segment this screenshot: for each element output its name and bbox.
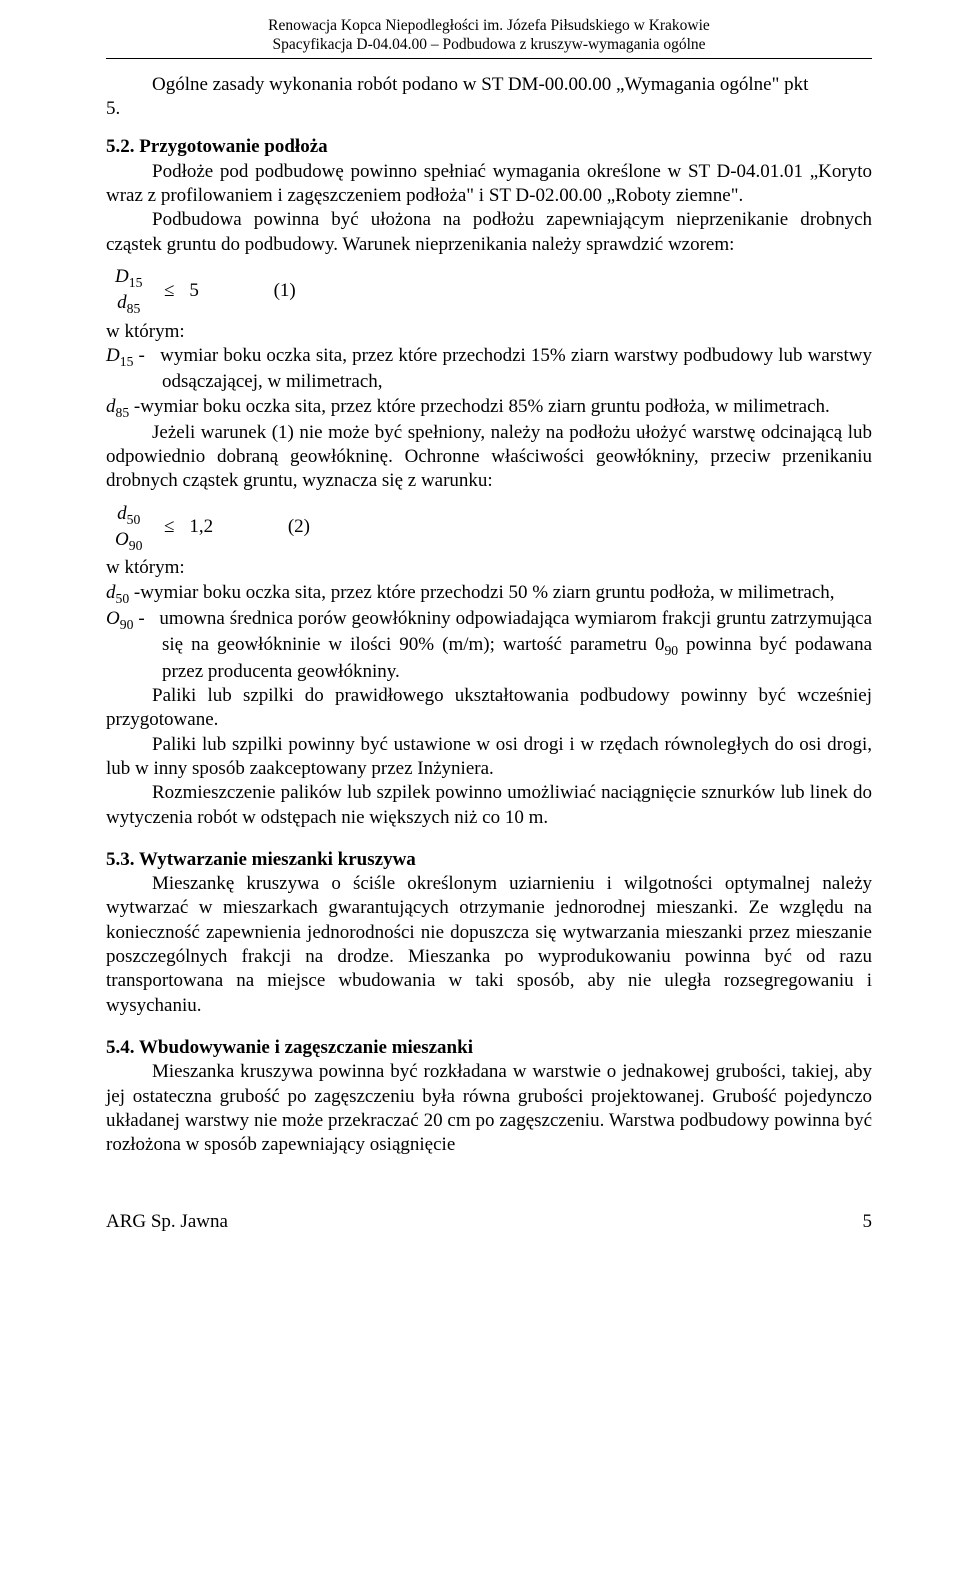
formula-1-rhs: 5 xyxy=(189,280,199,301)
formula-2-num: d50 xyxy=(112,502,145,528)
page-footer: ARG Sp. Jawna 5 xyxy=(106,1210,872,1234)
formula-1-den: d85 xyxy=(112,291,145,317)
sec52-p6: Rozmieszczenie palików lub szpilek powin… xyxy=(106,781,872,830)
formula-1: D15 d85 ≤ 5 (1) xyxy=(112,265,872,318)
sec53-title: 5.3. Wytwarzanie mieszanki kruszywa xyxy=(106,848,872,872)
intro-line-2: 5. xyxy=(106,97,872,121)
sec53-p1: Mieszankę kruszywa o ściśle określonym u… xyxy=(106,872,872,1018)
header-line-2: Spacyfikacja D-04.04.00 – Podbudowa z kr… xyxy=(106,35,872,54)
formula-2-eqnum: (2) xyxy=(288,515,310,539)
formula-2: d50 O90 ≤ 1,2 (2) xyxy=(112,502,872,555)
def-d15: D15 - wymiar boku oczka sita, przez któr… xyxy=(106,344,872,395)
formula-2-op: ≤ xyxy=(164,516,174,537)
sec52-p3: Jeżeli warunek (1) nie może być spełnion… xyxy=(106,421,872,494)
sec52-p2: Podbudowa powinna być ułożona na podłożu… xyxy=(106,208,872,257)
section-5-2: 5.2. Przygotowanie podłoża Podłoże pod p… xyxy=(106,135,872,829)
formula-1-num: D15 xyxy=(112,265,145,291)
def-list-2: d50 -wymiar boku oczka sita, przez które… xyxy=(106,581,872,684)
formula-2-den: O90 xyxy=(112,528,145,554)
document-page: Renowacja Kopca Niepodległości im. Józef… xyxy=(0,0,960,1284)
sec52-title: 5.2. Przygotowanie podłoża xyxy=(106,136,328,157)
footer-page-number: 5 xyxy=(863,1210,873,1234)
sec54-p1: Mieszanka kruszywa powinna być rozkładan… xyxy=(106,1060,872,1157)
sec52-p1: Podłoże pod podbudowę powinno spełniać w… xyxy=(106,160,872,209)
where-2: w którym: xyxy=(106,556,872,580)
sec52-p5: Paliki lub szpilki powinny być ustawione… xyxy=(106,733,872,782)
formula-1-eqnum: (1) xyxy=(274,279,296,303)
where-1: w którym: xyxy=(106,320,872,344)
sec54-title: 5.4. Wbudowywanie i zagęszczanie mieszan… xyxy=(106,1036,872,1060)
sec52-paragraph-1: 5.2. Przygotowanie podłoża Podłoże pod p… xyxy=(106,135,872,257)
sec52-p4: Paliki lub szpilki do prawidłowego ukszt… xyxy=(106,684,872,733)
formula-1-fraction: D15 d85 xyxy=(112,265,145,318)
intro-line-1: Ogólne zasady wykonania robót podano w S… xyxy=(106,73,872,97)
def-d50: d50 -wymiar boku oczka sita, przez które… xyxy=(106,581,872,607)
section-5-4: 5.4. Wbudowywanie i zagęszczanie mieszan… xyxy=(106,1036,872,1158)
def-d85: d85 -wymiar boku oczka sita, przez które… xyxy=(106,395,872,421)
footer-left: ARG Sp. Jawna xyxy=(106,1210,228,1234)
def-list-1: D15 - wymiar boku oczka sita, przez któr… xyxy=(106,344,872,421)
formula-1-op: ≤ xyxy=(164,280,174,301)
header-line-1: Renowacja Kopca Niepodległości im. Józef… xyxy=(106,16,872,35)
formula-2-fraction: d50 O90 xyxy=(112,502,145,555)
page-header: Renowacja Kopca Niepodległości im. Józef… xyxy=(106,16,872,59)
formula-2-rhs: 1,2 xyxy=(189,516,213,537)
section-5-3: 5.3. Wytwarzanie mieszanki kruszywa Mies… xyxy=(106,848,872,1018)
def-o90: O90 - umowna średnica porów geowłókniny … xyxy=(106,607,872,684)
intro-block: Ogólne zasady wykonania robót podano w S… xyxy=(106,73,872,122)
